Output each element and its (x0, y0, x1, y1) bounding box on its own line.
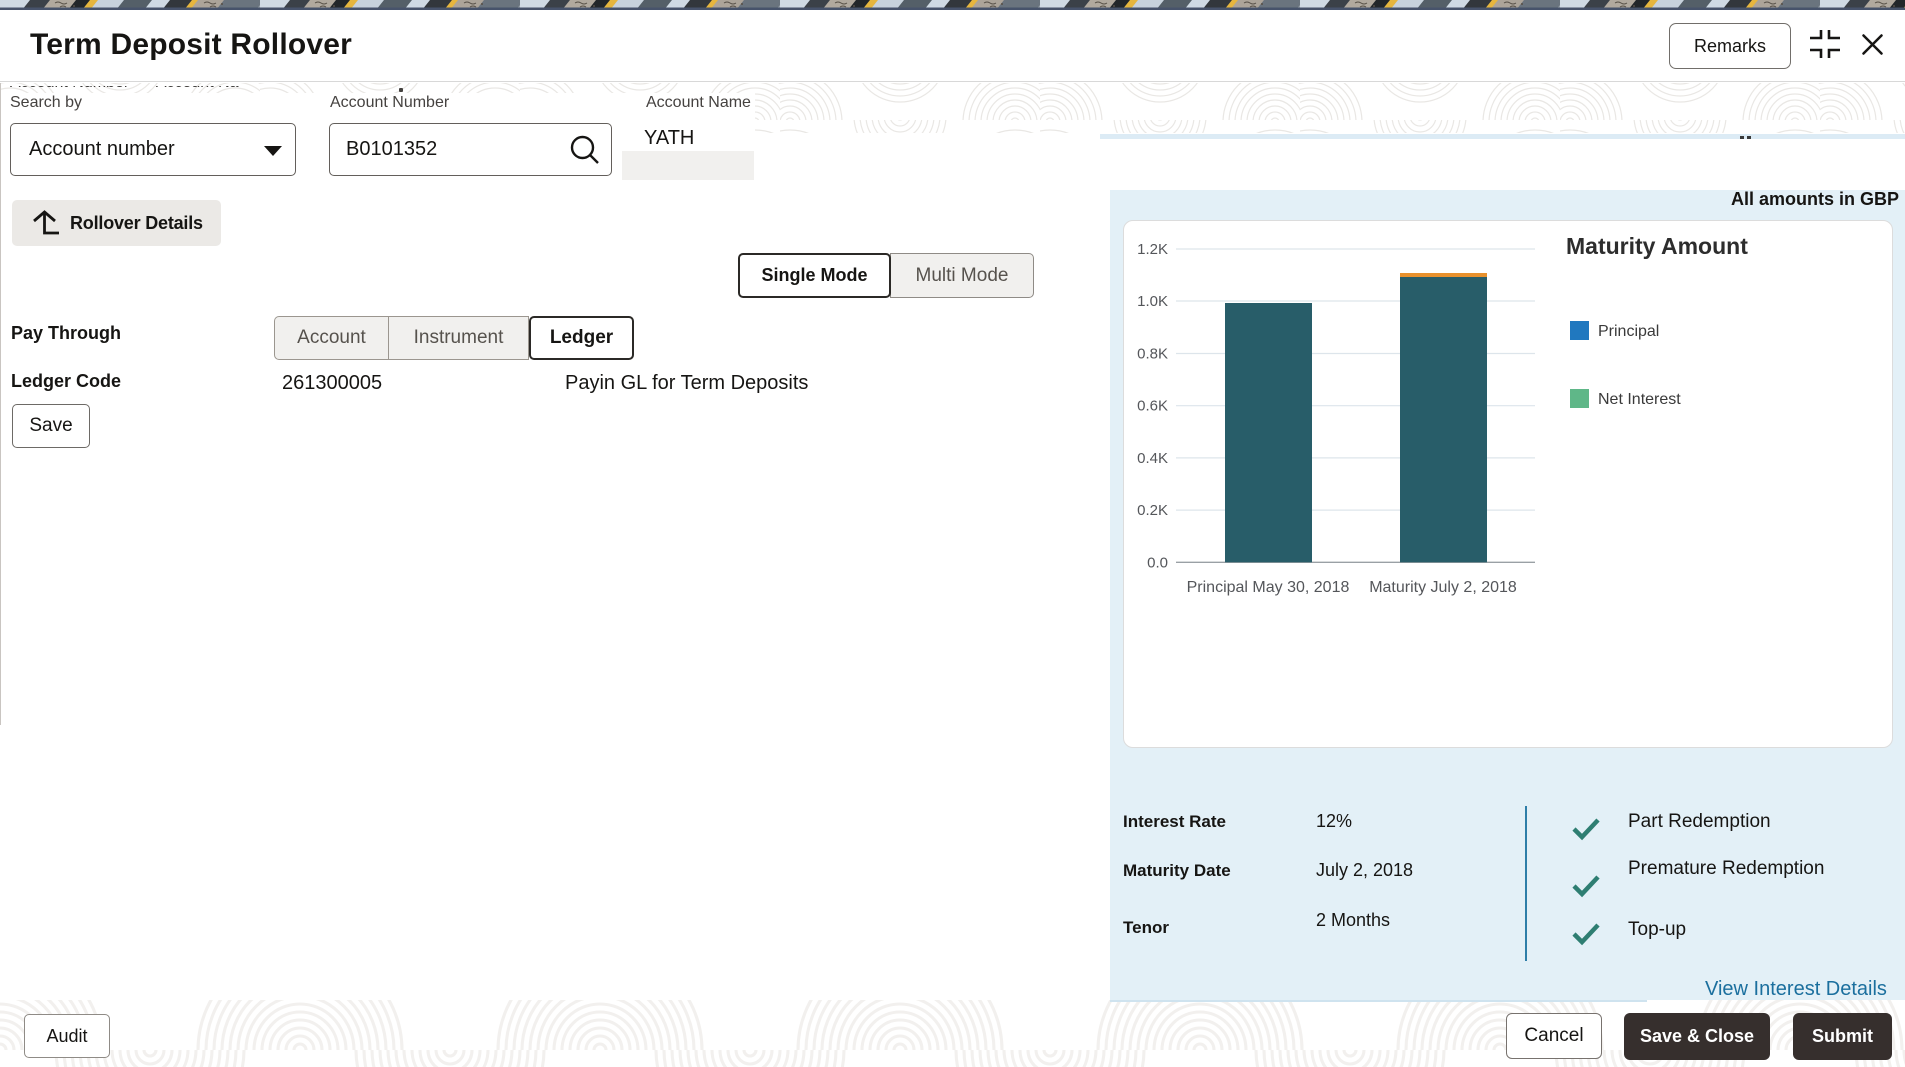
svg-text:1.0K: 1.0K (1137, 293, 1168, 310)
svg-text:Net Interest: Net Interest (1598, 391, 1681, 408)
svg-text:0.4K: 0.4K (1137, 450, 1168, 467)
svg-text:0.6K: 0.6K (1137, 398, 1168, 415)
svg-text:0.0: 0.0 (1147, 554, 1168, 571)
svg-text:Principal May 30, 2018: Principal May 30, 2018 (1187, 579, 1350, 596)
svg-text:Maturity Amount: Maturity Amount (1566, 233, 1748, 259)
svg-text:0.2K: 0.2K (1137, 502, 1168, 519)
svg-text:1.2K: 1.2K (1137, 241, 1168, 258)
svg-text:Maturity July 2, 2018: Maturity July 2, 2018 (1369, 579, 1517, 596)
svg-text:0.8K: 0.8K (1137, 346, 1168, 363)
svg-text:Principal: Principal (1598, 323, 1659, 340)
